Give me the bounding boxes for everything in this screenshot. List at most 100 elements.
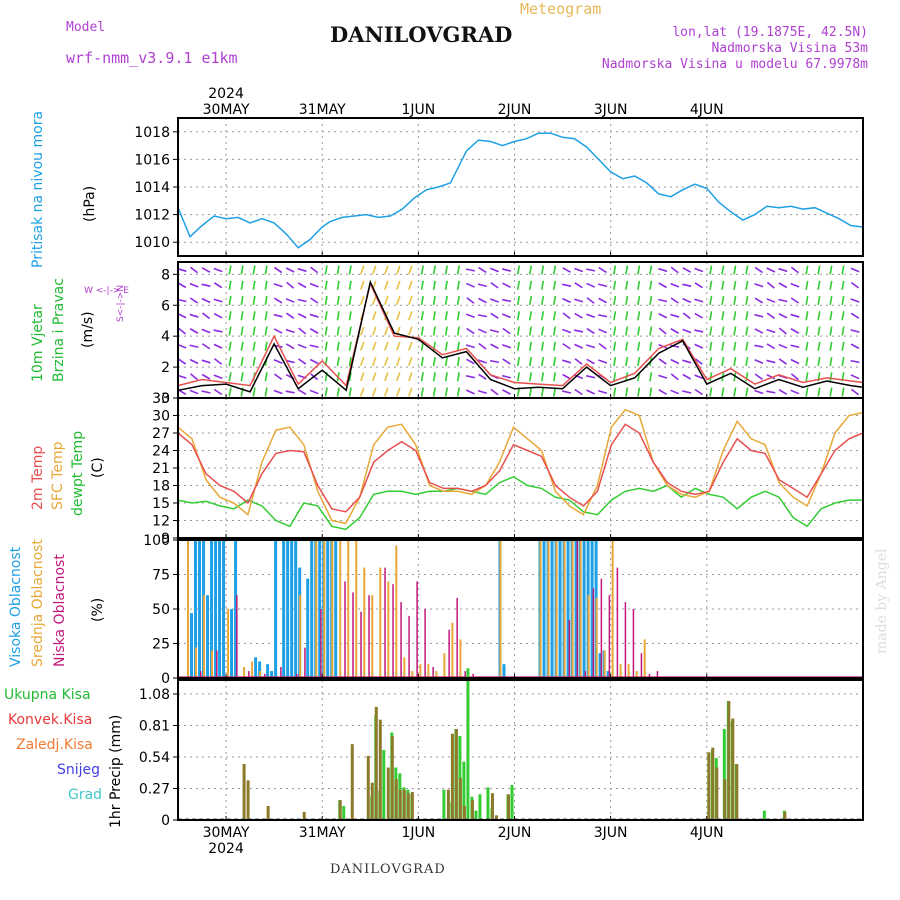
low-cloud-bar — [216, 650, 218, 678]
low-cloud-bar — [392, 584, 394, 678]
wind-arrow — [790, 297, 800, 304]
wind-arrow — [586, 375, 596, 379]
wind-arrow — [528, 387, 533, 397]
wind-arrow — [625, 265, 629, 275]
total-rain-bar — [510, 785, 514, 820]
wind-arrow — [586, 344, 596, 349]
wind-arrow — [298, 358, 307, 365]
wind-arrow — [477, 283, 487, 288]
total-rain-bar — [474, 810, 478, 820]
wind-arrow — [371, 265, 377, 275]
y-tick-label: 100 — [143, 533, 170, 549]
wind-arrow — [790, 328, 800, 334]
wind-arrow — [817, 387, 821, 397]
wind-arrow — [348, 341, 352, 351]
wind-arrow — [490, 267, 499, 273]
wind-arrow — [670, 373, 679, 381]
wind-arrow — [285, 267, 295, 273]
wind-arrow — [598, 283, 608, 288]
wind-arrow — [456, 372, 460, 382]
y-tick-label: 8 — [161, 267, 170, 283]
wind-arrow — [805, 356, 809, 367]
wind-arrow — [528, 356, 533, 367]
total-rain-bar — [762, 810, 766, 820]
wind-arrow — [432, 326, 436, 336]
wind-arrow — [540, 311, 545, 321]
wind-arrow — [670, 328, 680, 334]
mid-cloud-bar — [563, 540, 566, 678]
conv-rain-bar — [390, 736, 394, 820]
low-cloud-bar — [304, 647, 306, 678]
high-cloud-bar — [282, 540, 286, 678]
wind-arrow — [396, 295, 401, 306]
low-cloud-bar — [384, 567, 386, 678]
wind-arrow — [637, 341, 641, 351]
wind-arrow — [778, 313, 788, 319]
wind-arrow — [420, 280, 424, 290]
wind-arrow — [177, 358, 187, 365]
wind-arrow — [574, 343, 584, 349]
legend-hail: Grad — [68, 787, 103, 803]
high-cloud-bar — [198, 540, 202, 678]
wind-arrow — [841, 280, 845, 290]
grid-lines — [178, 118, 863, 821]
wind-arrow — [598, 314, 608, 318]
wind-arrow — [502, 389, 511, 395]
wind-arrow — [285, 328, 295, 334]
high-cloud-bar — [590, 540, 594, 678]
wind-arrow — [466, 327, 475, 335]
wind-arrow — [625, 356, 629, 367]
x-date-label-top: 30MAY — [203, 102, 250, 118]
wind-arrow — [850, 281, 860, 289]
high-cloud-bar — [266, 664, 270, 678]
conv-rain-bar — [386, 767, 390, 820]
model-label: Model — [66, 20, 106, 35]
wind-arrow — [348, 356, 352, 367]
wind-arrow — [754, 328, 764, 334]
wind-arrow — [348, 295, 352, 306]
y-tick-label: 33 — [152, 391, 170, 407]
wind-arrow — [658, 282, 668, 289]
wind-arrow — [228, 265, 232, 275]
wind-arrow — [682, 359, 692, 364]
high-cloud-bar — [270, 671, 274, 678]
wind-arrow — [637, 311, 641, 321]
mid-cloud-bar — [395, 545, 398, 678]
low-cloud-bar — [632, 609, 635, 678]
wind-arrow — [336, 387, 340, 397]
wind-arrow — [444, 311, 448, 321]
mid-cloud-bar — [587, 595, 590, 678]
wind-arrow — [850, 298, 860, 303]
wind-arrow — [682, 283, 692, 287]
wind-arrow — [817, 326, 821, 336]
wind-arrow — [829, 295, 833, 306]
wind-arrow — [586, 389, 596, 395]
total-rain-bar — [722, 729, 726, 820]
wind-arrow — [805, 341, 809, 351]
wind-arrow — [766, 328, 776, 334]
low-cloud-bar — [608, 595, 611, 678]
wind-arrow — [790, 344, 800, 349]
wind-arrow — [562, 390, 572, 394]
wind-arrow — [598, 297, 607, 304]
wind-arrow — [552, 326, 557, 336]
conv-rain-bar — [723, 779, 727, 820]
wind-arrow — [432, 295, 436, 306]
wind-arrow — [778, 282, 788, 289]
wind-arrow — [745, 356, 749, 367]
wind-arrow — [240, 295, 244, 306]
wind-arrow — [201, 283, 211, 287]
high-cloud-bar — [582, 540, 586, 678]
wind-arrow — [598, 389, 608, 395]
wind-arrow — [540, 356, 545, 367]
wind-arrow — [359, 341, 365, 351]
mid-cloud-bar — [571, 540, 574, 678]
wind-arrow — [613, 265, 617, 275]
conv-rain-bar — [394, 779, 398, 820]
conv-rain-bar — [494, 815, 498, 820]
wind-arrow — [574, 388, 583, 396]
wind-arrow — [694, 282, 703, 289]
wind-arrow — [574, 374, 584, 380]
wind-arrow — [444, 326, 448, 336]
wind-arrow — [201, 390, 211, 394]
